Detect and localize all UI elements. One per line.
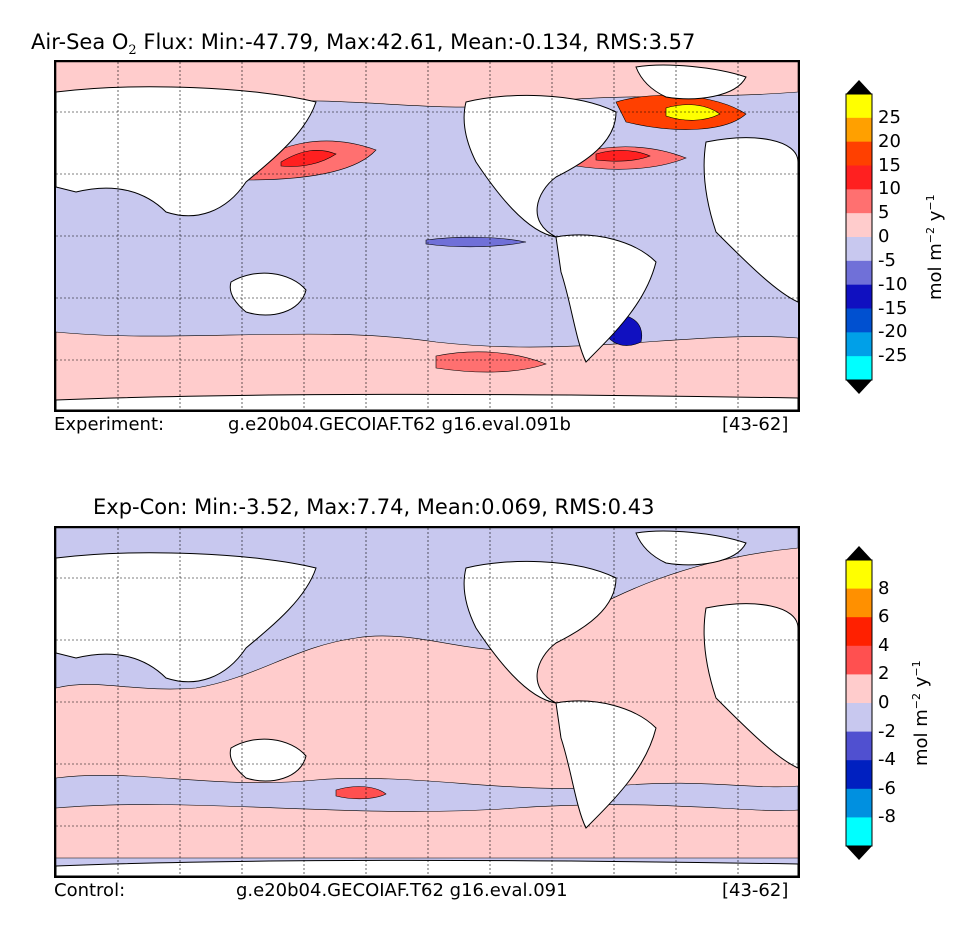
continent-eurasia <box>56 86 317 217</box>
colorbar-segment <box>846 674 872 704</box>
colorbar-tick-label: 15 <box>878 154 901 176</box>
colorbar-segment <box>846 617 872 647</box>
colorbar-segment <box>846 213 872 238</box>
panel-2-footer-run: g.e20b04.GECOIAF.T62 g16.eval.091 <box>236 880 568 901</box>
colorbar-tick-label: -8 <box>878 806 896 828</box>
continent-north-america <box>463 94 617 238</box>
continent-australia <box>229 738 307 782</box>
colorbar-segment <box>846 237 872 262</box>
colorbar-segment <box>846 645 872 675</box>
continent-south-america <box>555 700 657 829</box>
colorbar-tick-label: -5 <box>878 249 896 271</box>
colorbar-overflow-bottom <box>846 380 872 394</box>
colorbar-tick-label: -10 <box>878 273 908 295</box>
panel-2-footer-range: [43-62] <box>722 880 789 901</box>
colorbar-segment <box>846 141 872 166</box>
difference-positive-core <box>335 786 387 800</box>
colorbar-tick-label: 4 <box>878 634 890 656</box>
panel-2-title: Exp-Con: Min:-3.52, Max:7.74, Mean:0.069… <box>93 495 655 519</box>
north-atlantic-core <box>595 150 651 162</box>
colorbar-tick-label: -6 <box>878 777 896 799</box>
colorbar-segment <box>846 788 872 818</box>
continent-europe-africa <box>703 137 798 303</box>
colorbar-tick-label: 20 <box>878 130 901 152</box>
continent-north-america <box>463 560 617 704</box>
colorbar-tick-label: -25 <box>878 345 908 367</box>
colorbar-tick-label: 2 <box>878 663 890 685</box>
colorbar-tick-label: -15 <box>878 297 908 319</box>
panel-1-title: Air-Sea O2 Flux: Min:-47.79, Max:42.61, … <box>31 30 696 59</box>
colorbar-tick-label: 10 <box>878 178 901 200</box>
colorbar-tick-label: -4 <box>878 749 896 771</box>
colorbar-segment <box>846 260 872 286</box>
panel-2-footer-label: Control: <box>54 880 126 901</box>
panel-1-footer-run: g.e20b04.GECOIAF.T62 g16.eval.091b <box>228 414 571 435</box>
colorbar-tick-label: -2 <box>878 720 896 742</box>
colorbar-tick-label: 8 <box>878 577 890 599</box>
continent-australia <box>229 272 307 316</box>
colorbar-segment <box>846 356 872 381</box>
colorbar-segment <box>846 817 872 847</box>
colorbar-segment <box>846 731 872 761</box>
colorbar-tick-label: -20 <box>878 321 908 343</box>
southern-positive-patch <box>435 351 547 373</box>
colorbar-tick-label: 0 <box>878 226 890 247</box>
colorbar-segment <box>846 760 872 790</box>
colorbar-overflow-top <box>846 80 872 94</box>
colorbar-tick-label: 6 <box>878 606 890 628</box>
colorbar-segment <box>846 703 872 733</box>
panel-2-colorbar <box>845 546 873 860</box>
panel-1-footer-label: Experiment: <box>54 414 165 435</box>
continent-antarctica <box>56 860 798 876</box>
colorbar-segment <box>846 165 872 190</box>
colorbar-tick-label: 0 <box>878 692 890 713</box>
colorbar-segment <box>846 117 872 143</box>
colorbar-segment <box>846 332 872 357</box>
colorbar-segment <box>846 560 872 590</box>
colorbar-segment <box>846 284 872 309</box>
equatorial-pacific-negative <box>425 236 527 248</box>
southern-ocean-positive-band <box>56 331 798 410</box>
colorbar-overflow-top <box>846 546 872 560</box>
difference-positive-south <box>56 804 798 859</box>
colorbar-segment <box>846 308 872 333</box>
continent-greenland <box>635 64 747 100</box>
continent-europe-africa <box>703 603 798 769</box>
greenland-sea-core <box>665 104 721 121</box>
continent-south-america <box>555 234 657 363</box>
continent-eurasia <box>56 552 317 683</box>
panel-2-colorbar-unit: mol m−2 y−1 <box>910 660 932 766</box>
colorbar-segment <box>846 94 872 119</box>
continent-antarctica <box>56 394 798 410</box>
north-pacific-core <box>280 149 337 167</box>
panel-2-map <box>54 526 800 878</box>
panel-1-map <box>54 60 800 412</box>
panel-1-colorbar <box>845 80 873 394</box>
colorbar-segment <box>846 189 872 214</box>
colorbar-tick-label: 25 <box>878 106 901 128</box>
colorbar-segment <box>846 588 872 618</box>
panel-1-colorbar-unit: mol m−2 y−1 <box>924 194 946 300</box>
continent-greenland <box>635 530 747 566</box>
panel-1-footer-range: [43-62] <box>722 414 789 435</box>
colorbar-tick-label: 5 <box>878 202 890 224</box>
colorbar-overflow-bottom <box>846 846 872 860</box>
